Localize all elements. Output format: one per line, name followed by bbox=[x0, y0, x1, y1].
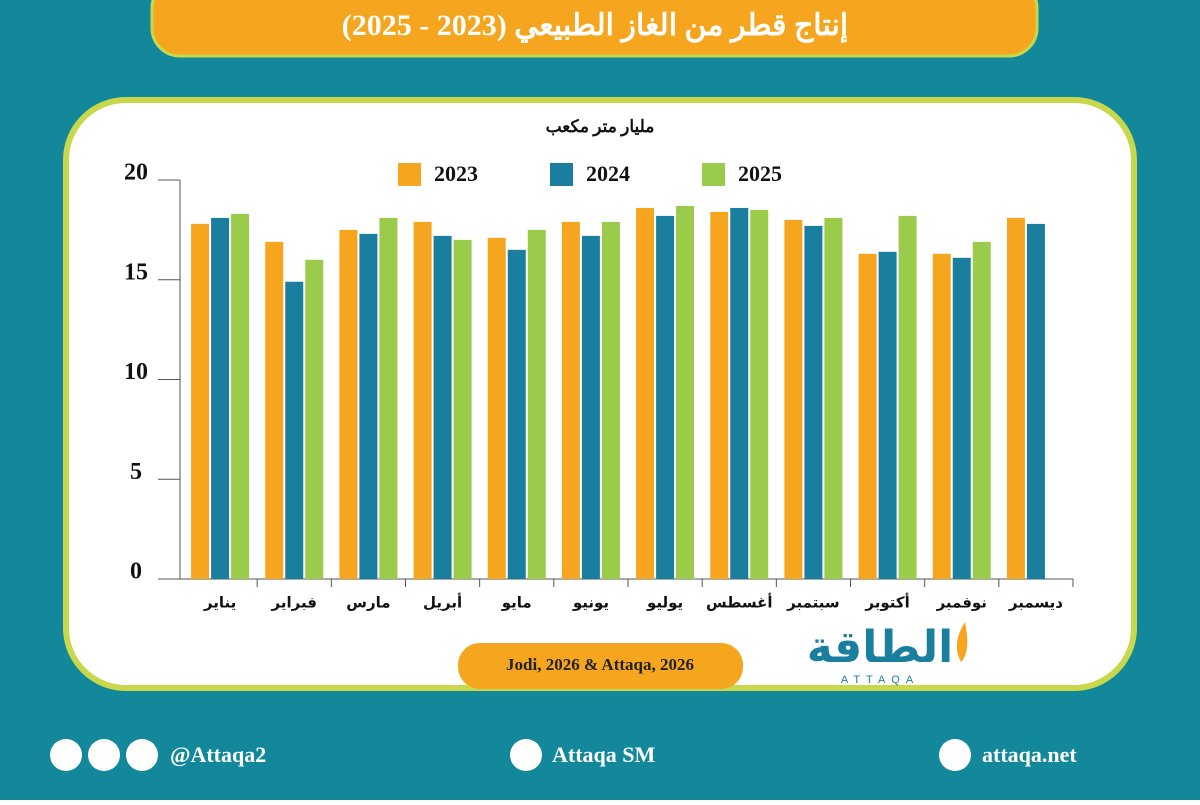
bar bbox=[211, 217, 230, 579]
bar bbox=[676, 205, 695, 579]
youtube-handle: Attaqa SM bbox=[552, 742, 656, 767]
bar bbox=[453, 239, 472, 579]
logo-latin: ATTAQA bbox=[841, 674, 919, 686]
social-handle: @Attaqa2 bbox=[170, 742, 266, 767]
title-banner bbox=[150, 0, 1039, 58]
x-tick-label: نوفمبر bbox=[936, 594, 987, 612]
bar bbox=[824, 217, 843, 579]
source-badge bbox=[458, 643, 743, 689]
bar bbox=[507, 249, 526, 579]
logo-arabic: الطاقة bbox=[807, 622, 953, 673]
x-tick-label: يوليو bbox=[646, 594, 683, 612]
x-tick-label: فبراير bbox=[271, 594, 317, 612]
y-tick-label: 15 bbox=[124, 259, 148, 285]
bar bbox=[972, 241, 991, 579]
bar bbox=[413, 221, 432, 579]
web-icon[interactable] bbox=[939, 739, 971, 771]
bar bbox=[339, 229, 358, 579]
x-icon[interactable] bbox=[50, 739, 82, 771]
bar bbox=[730, 207, 749, 579]
bar bbox=[898, 215, 917, 579]
y-tick-label: 10 bbox=[124, 359, 148, 385]
bar bbox=[932, 253, 951, 579]
legend-label: 2025 bbox=[738, 161, 782, 186]
website[interactable]: attaqa.net bbox=[982, 742, 1077, 767]
facebook-icon[interactable] bbox=[126, 739, 158, 771]
chart-title: إنتاج قطر من الغاز الطبيعي (2023 - 2025) bbox=[342, 9, 848, 44]
y-tick-label: 0 bbox=[130, 559, 142, 585]
bar bbox=[379, 217, 398, 579]
bar bbox=[710, 211, 729, 580]
bar bbox=[487, 237, 506, 580]
x-tick-label: مارس bbox=[346, 594, 390, 612]
bar bbox=[1026, 223, 1045, 579]
x-tick-label: سبتمبر bbox=[786, 594, 840, 612]
x-tick-label: أغسطس bbox=[706, 593, 772, 612]
bar bbox=[784, 219, 803, 579]
bar bbox=[581, 235, 600, 580]
bar bbox=[527, 229, 546, 579]
bar bbox=[561, 221, 580, 579]
y-tick-label: 20 bbox=[124, 160, 148, 186]
legend-label: 2024 bbox=[586, 161, 630, 186]
y-tick-label: 5 bbox=[130, 459, 142, 485]
bar bbox=[804, 225, 823, 579]
x-tick-label: مايو bbox=[501, 594, 532, 612]
bar bbox=[878, 251, 897, 579]
bar bbox=[433, 235, 452, 580]
x-tick-label: يونيو bbox=[572, 594, 609, 612]
legend-swatch bbox=[398, 163, 421, 186]
bar bbox=[858, 253, 877, 579]
y-axis-title: مليار متر مكعب bbox=[546, 117, 655, 137]
bar bbox=[952, 257, 971, 579]
footer: @Attaqa2 Attaqa SM attaqa.net bbox=[50, 739, 1077, 771]
bar bbox=[1006, 217, 1025, 579]
bar bbox=[265, 241, 284, 579]
legend-label: 2023 bbox=[434, 161, 478, 186]
x-tick-label: أبريل bbox=[423, 593, 462, 612]
youtube-icon[interactable] bbox=[510, 739, 542, 771]
bar bbox=[305, 259, 324, 579]
bar bbox=[191, 223, 210, 579]
bar bbox=[656, 215, 675, 579]
source: Jodi, 2026 & Attaqa, 2026 bbox=[506, 655, 694, 674]
x-tick-label: ديسمبر bbox=[1008, 594, 1063, 612]
bar bbox=[359, 233, 378, 580]
instagram-icon[interactable] bbox=[88, 739, 120, 771]
bar bbox=[231, 213, 250, 580]
bar bbox=[750, 209, 769, 580]
x-tick-label: أكتوبر bbox=[864, 593, 909, 612]
x-tick-label: يناير bbox=[203, 594, 236, 612]
legend-swatch bbox=[550, 163, 573, 186]
legend-swatch bbox=[702, 163, 725, 186]
logo-flame bbox=[956, 622, 968, 662]
bar bbox=[601, 221, 620, 579]
bar bbox=[636, 207, 655, 579]
bar bbox=[285, 281, 304, 579]
